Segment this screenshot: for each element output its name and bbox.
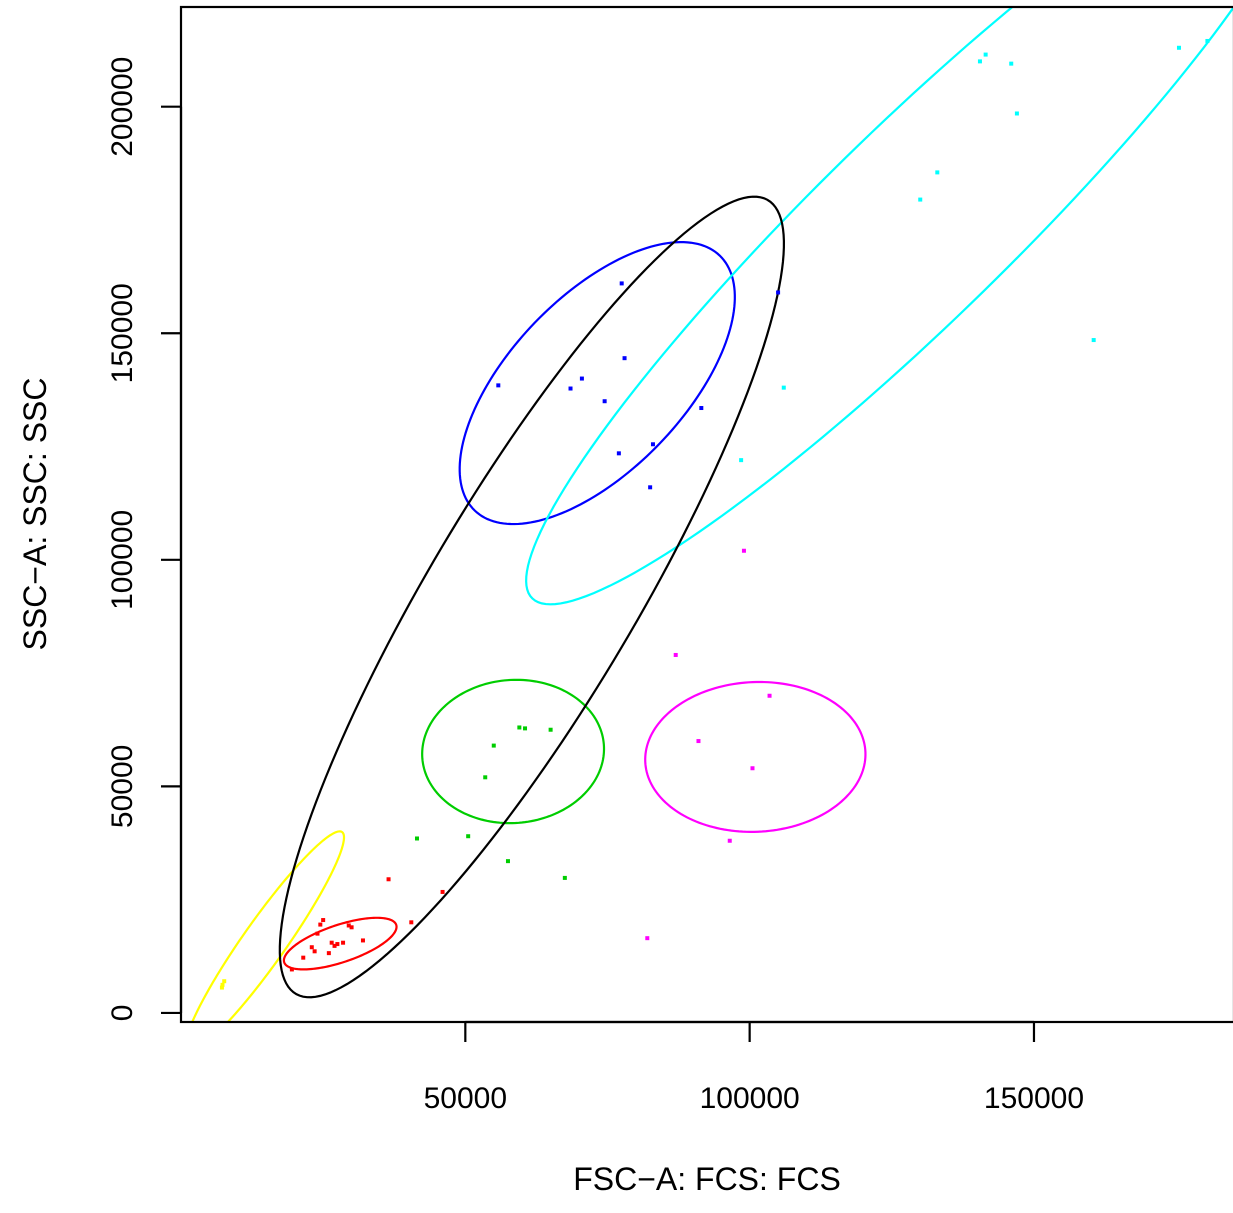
data-point-5-8	[1014, 111, 1019, 116]
data-point-6-3	[696, 739, 701, 744]
data-point-5-2	[781, 385, 786, 390]
data-point-4-2	[568, 386, 573, 391]
data-point-4-4	[602, 399, 607, 404]
data-point-3-8	[548, 727, 553, 732]
data-point-5-5	[977, 59, 982, 64]
data-point-1-1	[220, 982, 225, 987]
data-point-2-12	[341, 940, 346, 945]
data-point-6-2	[673, 652, 678, 657]
cluster-ellipse-1	[191, 830, 346, 1022]
y-axis-label: SSC−A: SSC: SSC	[17, 378, 53, 651]
data-point-3-5	[505, 859, 510, 864]
data-point-5-6	[983, 52, 988, 57]
x-axis-label: FSC−A: FCS: FCS	[573, 1161, 841, 1197]
data-point-4-7	[622, 356, 627, 361]
data-point-1-3	[219, 985, 224, 990]
y-tick-label: 0	[106, 1005, 139, 1022]
data-point-3-7	[523, 726, 528, 731]
point-layer	[219, 38, 1210, 990]
data-point-3-3	[483, 775, 488, 780]
data-point-2-2	[301, 955, 306, 960]
data-point-2-18	[440, 889, 445, 894]
data-point-2-3	[312, 949, 317, 954]
cluster-ellipse-3	[421, 678, 606, 825]
data-point-5-11	[1205, 38, 1210, 43]
y-tick-label: 200000	[106, 57, 139, 157]
cluster-ellipse-2	[282, 916, 398, 971]
data-point-5-1	[739, 458, 744, 463]
data-point-5-10	[1176, 45, 1181, 50]
data-point-2-14	[349, 925, 354, 930]
data-point-2-9	[329, 940, 334, 945]
data-point-6-1	[645, 936, 650, 941]
data-point-3-1	[414, 836, 419, 841]
data-point-2-1	[289, 967, 294, 972]
y-tick-label: 150000	[106, 283, 139, 383]
data-point-2-4	[309, 945, 314, 950]
data-point-2-6	[318, 922, 323, 927]
data-point-4-5	[616, 451, 621, 456]
data-point-1-2	[222, 979, 227, 984]
data-point-3-6	[517, 725, 522, 730]
data-point-2-10	[332, 943, 337, 948]
data-point-3-2	[466, 834, 471, 839]
cluster-ellipse-5	[525, 7, 1233, 606]
y-tick-label: 50000	[106, 745, 139, 828]
data-point-6-7	[767, 693, 772, 698]
data-point-2-13	[346, 923, 351, 928]
cluster-ellipse-6	[644, 680, 867, 833]
data-point-2-5	[315, 931, 320, 936]
y-tick-label: 100000	[106, 510, 139, 610]
data-point-2-8	[326, 951, 331, 956]
data-point-4-11	[776, 290, 781, 295]
data-point-5-7	[1009, 61, 1014, 66]
x-tick-label: 50000	[424, 1082, 507, 1115]
data-point-6-5	[741, 548, 746, 553]
data-point-6-6	[750, 766, 755, 771]
data-point-4-3	[579, 376, 584, 381]
plot-frame	[179, 5, 1233, 1024]
ellipse-layer	[191, 7, 1233, 1022]
data-point-4-6	[619, 281, 624, 286]
x-tick-label: 150000	[984, 1082, 1084, 1115]
data-point-2-16	[386, 877, 391, 882]
axes-layer: 50000 100000 150000 0 50000 100000 150000 20000…	[106, 57, 1084, 1115]
cluster-ellipse-4	[458, 241, 736, 526]
data-point-4-1	[496, 383, 501, 388]
data-point-2-15	[360, 938, 365, 943]
data-point-3-9	[562, 875, 567, 880]
data-point-4-9	[650, 442, 655, 447]
cluster-ellipse-7	[278, 195, 786, 999]
data-point-3-4	[491, 743, 496, 748]
data-point-2-11	[335, 942, 340, 947]
data-point-2-7	[321, 918, 326, 923]
data-point-4-8	[648, 485, 653, 490]
data-point-2-17	[409, 920, 414, 925]
data-point-5-3	[918, 197, 923, 202]
data-point-5-4	[935, 170, 940, 175]
data-point-6-4	[727, 838, 732, 843]
data-point-5-9	[1091, 338, 1096, 343]
data-point-4-10	[699, 406, 704, 411]
x-tick-label: 100000	[700, 1082, 800, 1115]
